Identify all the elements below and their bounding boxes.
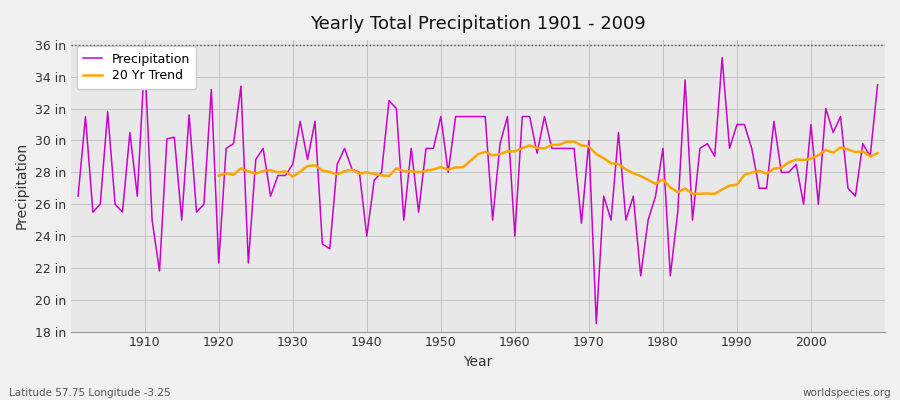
20 Yr Trend xyxy=(776,165,787,170)
Precipitation xyxy=(517,114,527,119)
Legend: Precipitation, 20 Yr Trend: Precipitation, 20 Yr Trend xyxy=(76,46,196,89)
Precipitation xyxy=(591,321,602,326)
20 Yr Trend xyxy=(562,139,572,144)
Text: Latitude 57.75 Longitude -3.25: Latitude 57.75 Longitude -3.25 xyxy=(9,388,171,398)
Precipitation xyxy=(132,194,143,199)
20 Yr Trend xyxy=(680,186,690,191)
20 Yr Trend xyxy=(858,149,868,154)
Y-axis label: Precipitation: Precipitation xyxy=(15,142,29,230)
Precipitation xyxy=(140,55,150,60)
20 Yr Trend xyxy=(413,170,424,174)
Precipitation xyxy=(346,167,357,172)
Precipitation xyxy=(73,194,84,199)
20 Yr Trend xyxy=(791,157,802,162)
Precipitation xyxy=(302,157,313,162)
X-axis label: Year: Year xyxy=(464,355,492,369)
Precipitation xyxy=(613,130,624,135)
Precipitation xyxy=(509,234,520,238)
20 Yr Trend xyxy=(302,164,313,168)
Precipitation xyxy=(872,82,883,87)
Text: worldspecies.org: worldspecies.org xyxy=(803,388,891,398)
Line: Precipitation: Precipitation xyxy=(78,58,878,324)
20 Yr Trend xyxy=(709,192,720,196)
Line: 20 Yr Trend: 20 Yr Trend xyxy=(219,142,878,194)
20 Yr Trend xyxy=(872,151,883,156)
20 Yr Trend xyxy=(213,173,224,178)
Title: Yearly Total Precipitation 1901 - 2009: Yearly Total Precipitation 1901 - 2009 xyxy=(310,15,645,33)
